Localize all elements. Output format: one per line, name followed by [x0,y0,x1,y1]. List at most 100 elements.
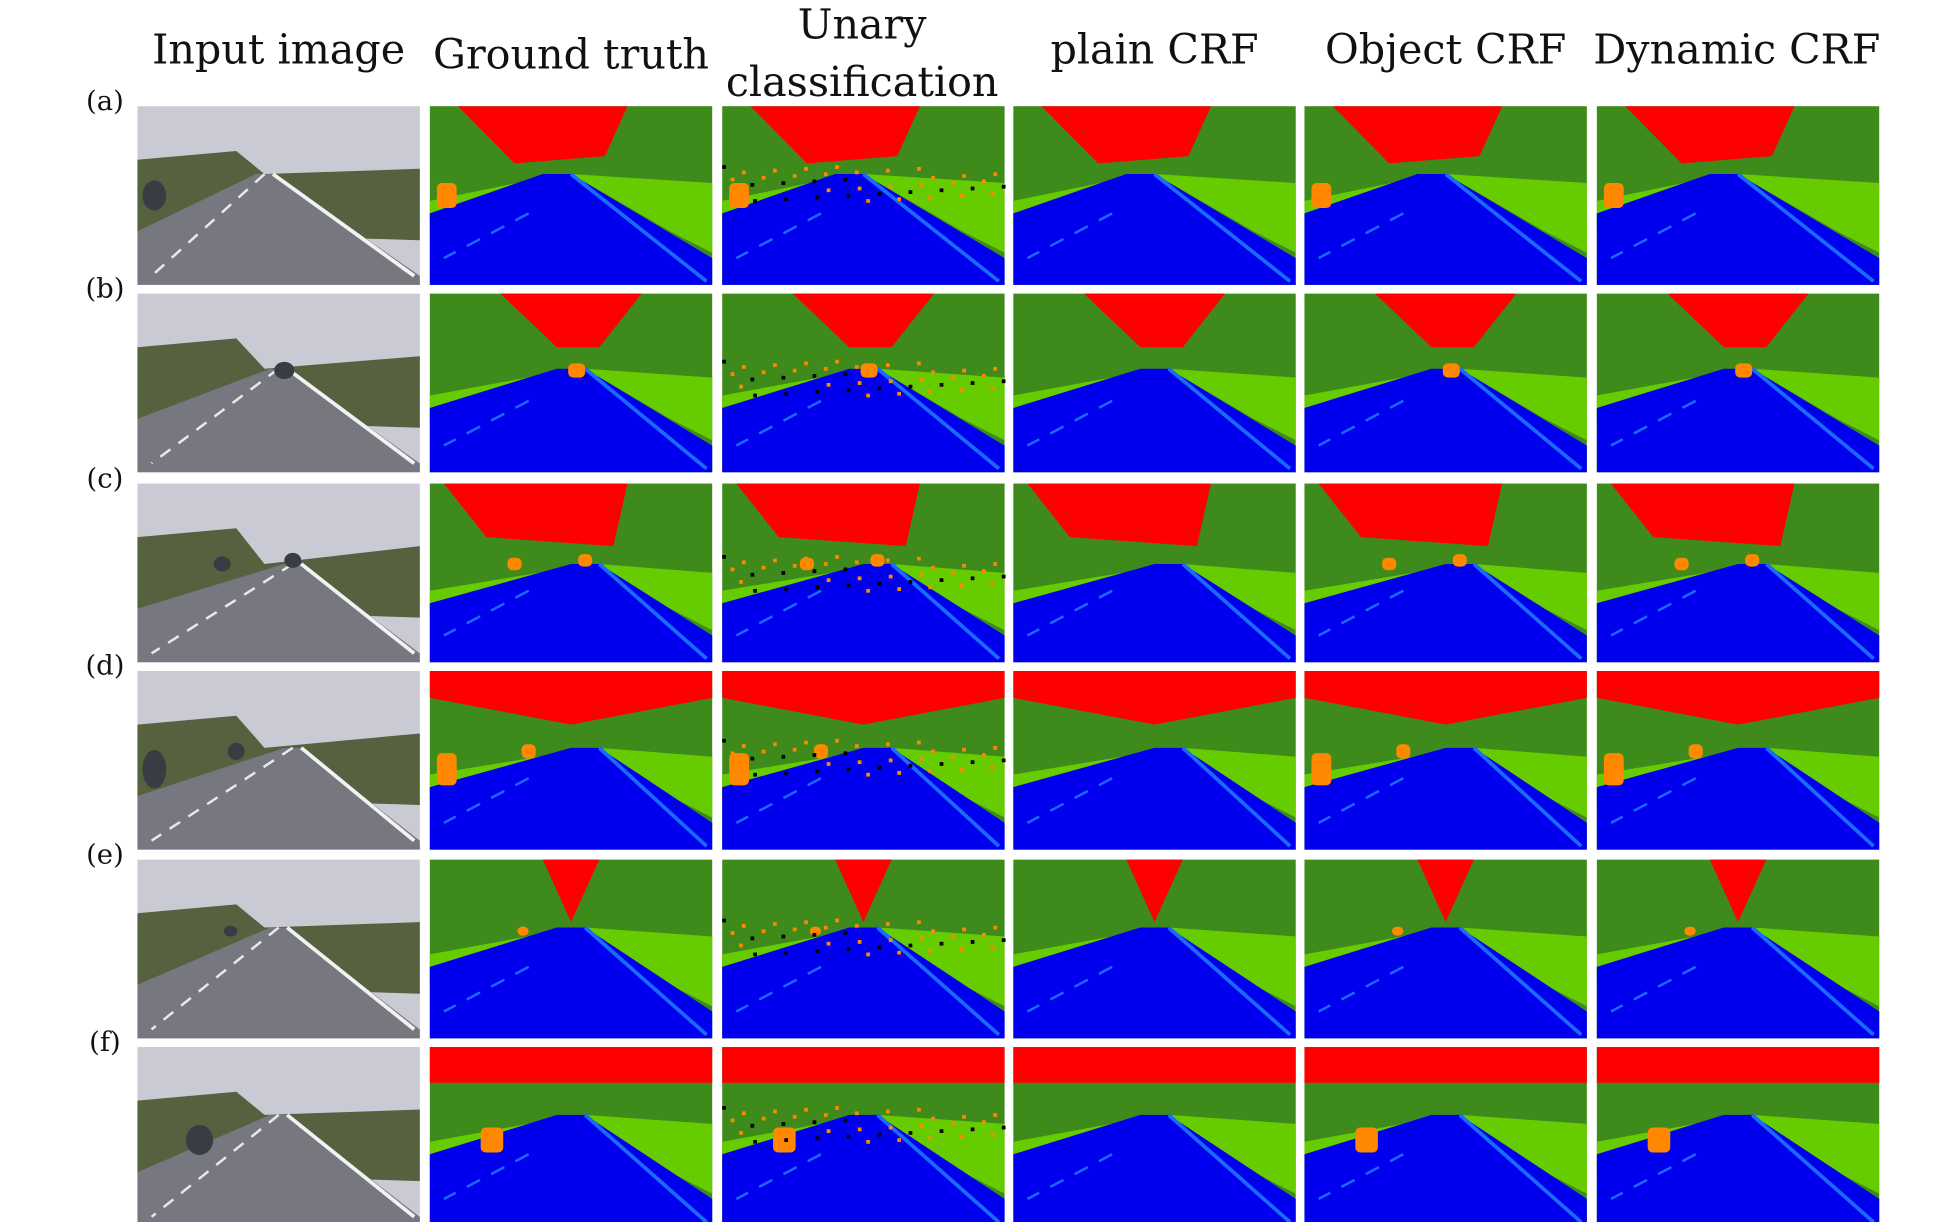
class-noise [990,192,994,196]
class-noise [993,926,997,930]
class-noise [889,759,893,763]
class-car [1396,744,1410,758]
class-noise [889,1126,893,1130]
class-noise [762,566,766,570]
photo-car [143,181,167,211]
segmentation-map [722,1047,1005,1222]
class-noise [886,742,890,746]
class-car [507,558,521,571]
class-noise [835,555,839,559]
column-header: plain CRF [1050,26,1258,74]
class-noise [731,751,735,755]
class-noise [1002,1126,1006,1130]
class-noise [940,942,944,946]
class-noise [1002,185,1006,189]
class-noise [844,568,848,572]
class-noise [844,931,848,935]
input-photo [137,671,419,850]
column-header: Input image [152,26,405,74]
class-noise [931,1117,935,1121]
segmentation-map [1013,1047,1295,1222]
photo-car [224,926,238,937]
class-noise [739,1131,743,1135]
class-car [1689,744,1703,758]
class-noise [858,381,862,385]
class-noise [762,176,766,180]
class-noise [928,1136,932,1140]
class-noise [722,360,726,364]
photo-car [284,553,301,568]
class-noise [940,578,944,582]
class-car [1735,363,1752,377]
class-noise [951,935,955,939]
class-noise [793,928,797,932]
row-label: (a) [86,85,124,117]
class-noise [804,741,808,745]
row-label: (e) [86,838,124,870]
class-noise [962,928,966,932]
class-noise [804,920,808,924]
class-noise [782,935,786,939]
class-noise [866,199,870,203]
class-noise [982,933,986,937]
class-noise [731,1119,735,1123]
class-noise [750,573,754,577]
class-noise [993,562,997,566]
segmentation-map [1013,860,1295,1039]
class-noise [962,564,966,568]
class-noise [742,365,746,369]
segmentation-map [430,1047,712,1222]
class-noise [846,584,850,588]
class-noise [858,187,862,191]
class-noise [962,748,966,752]
class-noise [940,1129,944,1133]
class-car [437,753,457,785]
segmentation-map [430,294,712,473]
class-noise [889,575,893,579]
row-label: (c) [87,462,124,494]
class-noise [762,929,766,933]
class-noise [793,1115,797,1119]
class-noise [959,767,963,771]
class-noise [971,940,975,944]
class-noise [793,748,797,752]
segmentation-map [1013,671,1295,850]
class-noise [866,773,870,777]
class-noise [866,1140,870,1144]
class-noise [739,385,743,389]
class-noise [962,1115,966,1119]
class-noise [813,933,817,937]
class-noise [886,559,890,563]
class-car [1392,927,1403,936]
class-noise [878,945,882,949]
class-noise [762,750,766,754]
class-noise [804,557,808,561]
class-noise [917,167,921,171]
class-car [729,753,749,785]
input-photo [137,484,419,663]
class-noise [846,767,850,771]
segmentation-map [722,671,1005,850]
class-noise [773,169,777,173]
class-noise [815,390,819,394]
class-noise [739,944,743,948]
class-noise [889,185,893,189]
class-noise [886,363,890,367]
class-noise [827,1129,831,1133]
class-noise [824,1113,828,1117]
class-noise [827,383,831,387]
class-noise [773,1110,777,1114]
class-noise [909,385,913,389]
segmentation-map [1597,106,1879,285]
class-noise [773,559,777,563]
class-noise [878,387,882,391]
class-noise [827,762,831,766]
class-noise [815,196,819,200]
class-car [1443,363,1460,377]
photo-car [214,556,231,571]
class-noise [722,739,726,743]
class-noise [762,1117,766,1121]
class-noise [815,585,819,589]
class-car [437,183,457,208]
photo-car [274,362,294,379]
